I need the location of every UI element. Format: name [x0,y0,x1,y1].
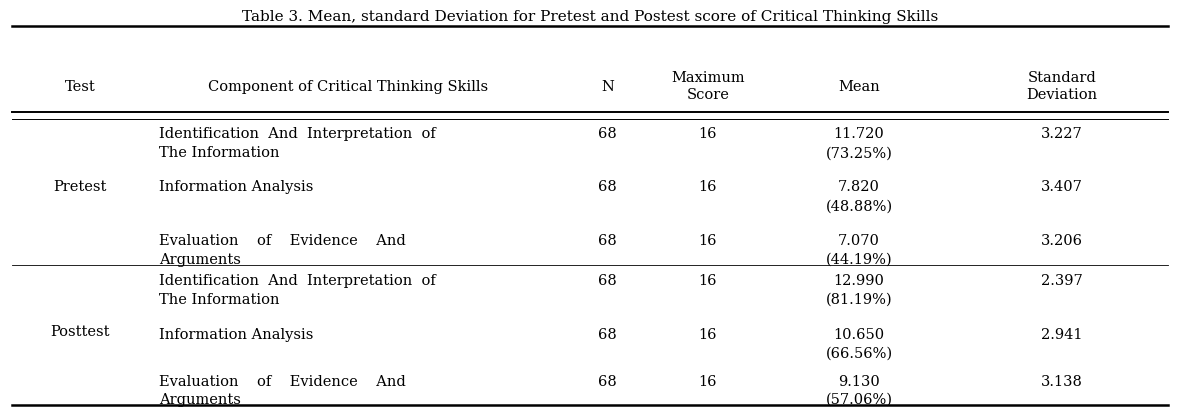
Text: 12.990: 12.990 [833,274,885,288]
Text: 7.070: 7.070 [838,234,880,248]
Text: 10.650: 10.650 [833,328,885,342]
Text: Arguments: Arguments [159,253,241,267]
Text: 68: 68 [598,375,617,389]
Text: Identification  And  Interpretation  of: Identification And Interpretation of [159,274,437,288]
Text: 16: 16 [699,328,717,342]
Text: (73.25%): (73.25%) [826,146,892,160]
Text: Arguments: Arguments [159,393,241,407]
Text: Pretest: Pretest [53,180,107,194]
Text: (57.06%): (57.06%) [826,393,892,407]
Text: 11.720: 11.720 [833,127,885,141]
Text: 68: 68 [598,127,617,141]
Text: The Information: The Information [159,146,280,160]
Text: Table 3. Mean, standard Deviation for Pretest and Postest score of Critical Thin: Table 3. Mean, standard Deviation for Pr… [242,10,938,24]
Text: Posttest: Posttest [51,325,110,339]
Text: 3.206: 3.206 [1041,234,1083,248]
Text: Information Analysis: Information Analysis [159,180,314,194]
Text: Component of Critical Thinking Skills: Component of Critical Thinking Skills [208,80,489,94]
Text: 3.138: 3.138 [1041,375,1083,389]
Text: (66.56%): (66.56%) [826,346,892,360]
Text: 68: 68 [598,328,617,342]
Text: (44.19%): (44.19%) [826,253,892,267]
Text: Evaluation    of    Evidence    And: Evaluation of Evidence And [159,375,406,389]
Text: Test: Test [65,80,96,94]
Text: (81.19%): (81.19%) [826,293,892,307]
Text: 16: 16 [699,274,717,288]
Text: 68: 68 [598,274,617,288]
Text: 9.130: 9.130 [838,375,880,389]
Text: 16: 16 [699,234,717,248]
Text: 16: 16 [699,180,717,194]
Text: Maximum
Score: Maximum Score [671,71,745,102]
Text: Standard
Deviation: Standard Deviation [1027,71,1097,102]
Text: 68: 68 [598,234,617,248]
Text: 2.941: 2.941 [1041,328,1083,342]
Text: 3.227: 3.227 [1041,127,1083,141]
Text: 68: 68 [598,180,617,194]
Text: N: N [602,80,614,94]
Text: 16: 16 [699,127,717,141]
Text: 2.397: 2.397 [1041,274,1083,288]
Text: Identification  And  Interpretation  of: Identification And Interpretation of [159,127,437,141]
Text: Mean: Mean [838,80,880,94]
Text: The Information: The Information [159,293,280,307]
Text: Information Analysis: Information Analysis [159,328,314,342]
Text: 16: 16 [699,375,717,389]
Text: 7.820: 7.820 [838,180,880,194]
Text: (48.88%): (48.88%) [826,200,892,214]
Text: Evaluation    of    Evidence    And: Evaluation of Evidence And [159,234,406,248]
Text: 3.407: 3.407 [1041,180,1083,194]
